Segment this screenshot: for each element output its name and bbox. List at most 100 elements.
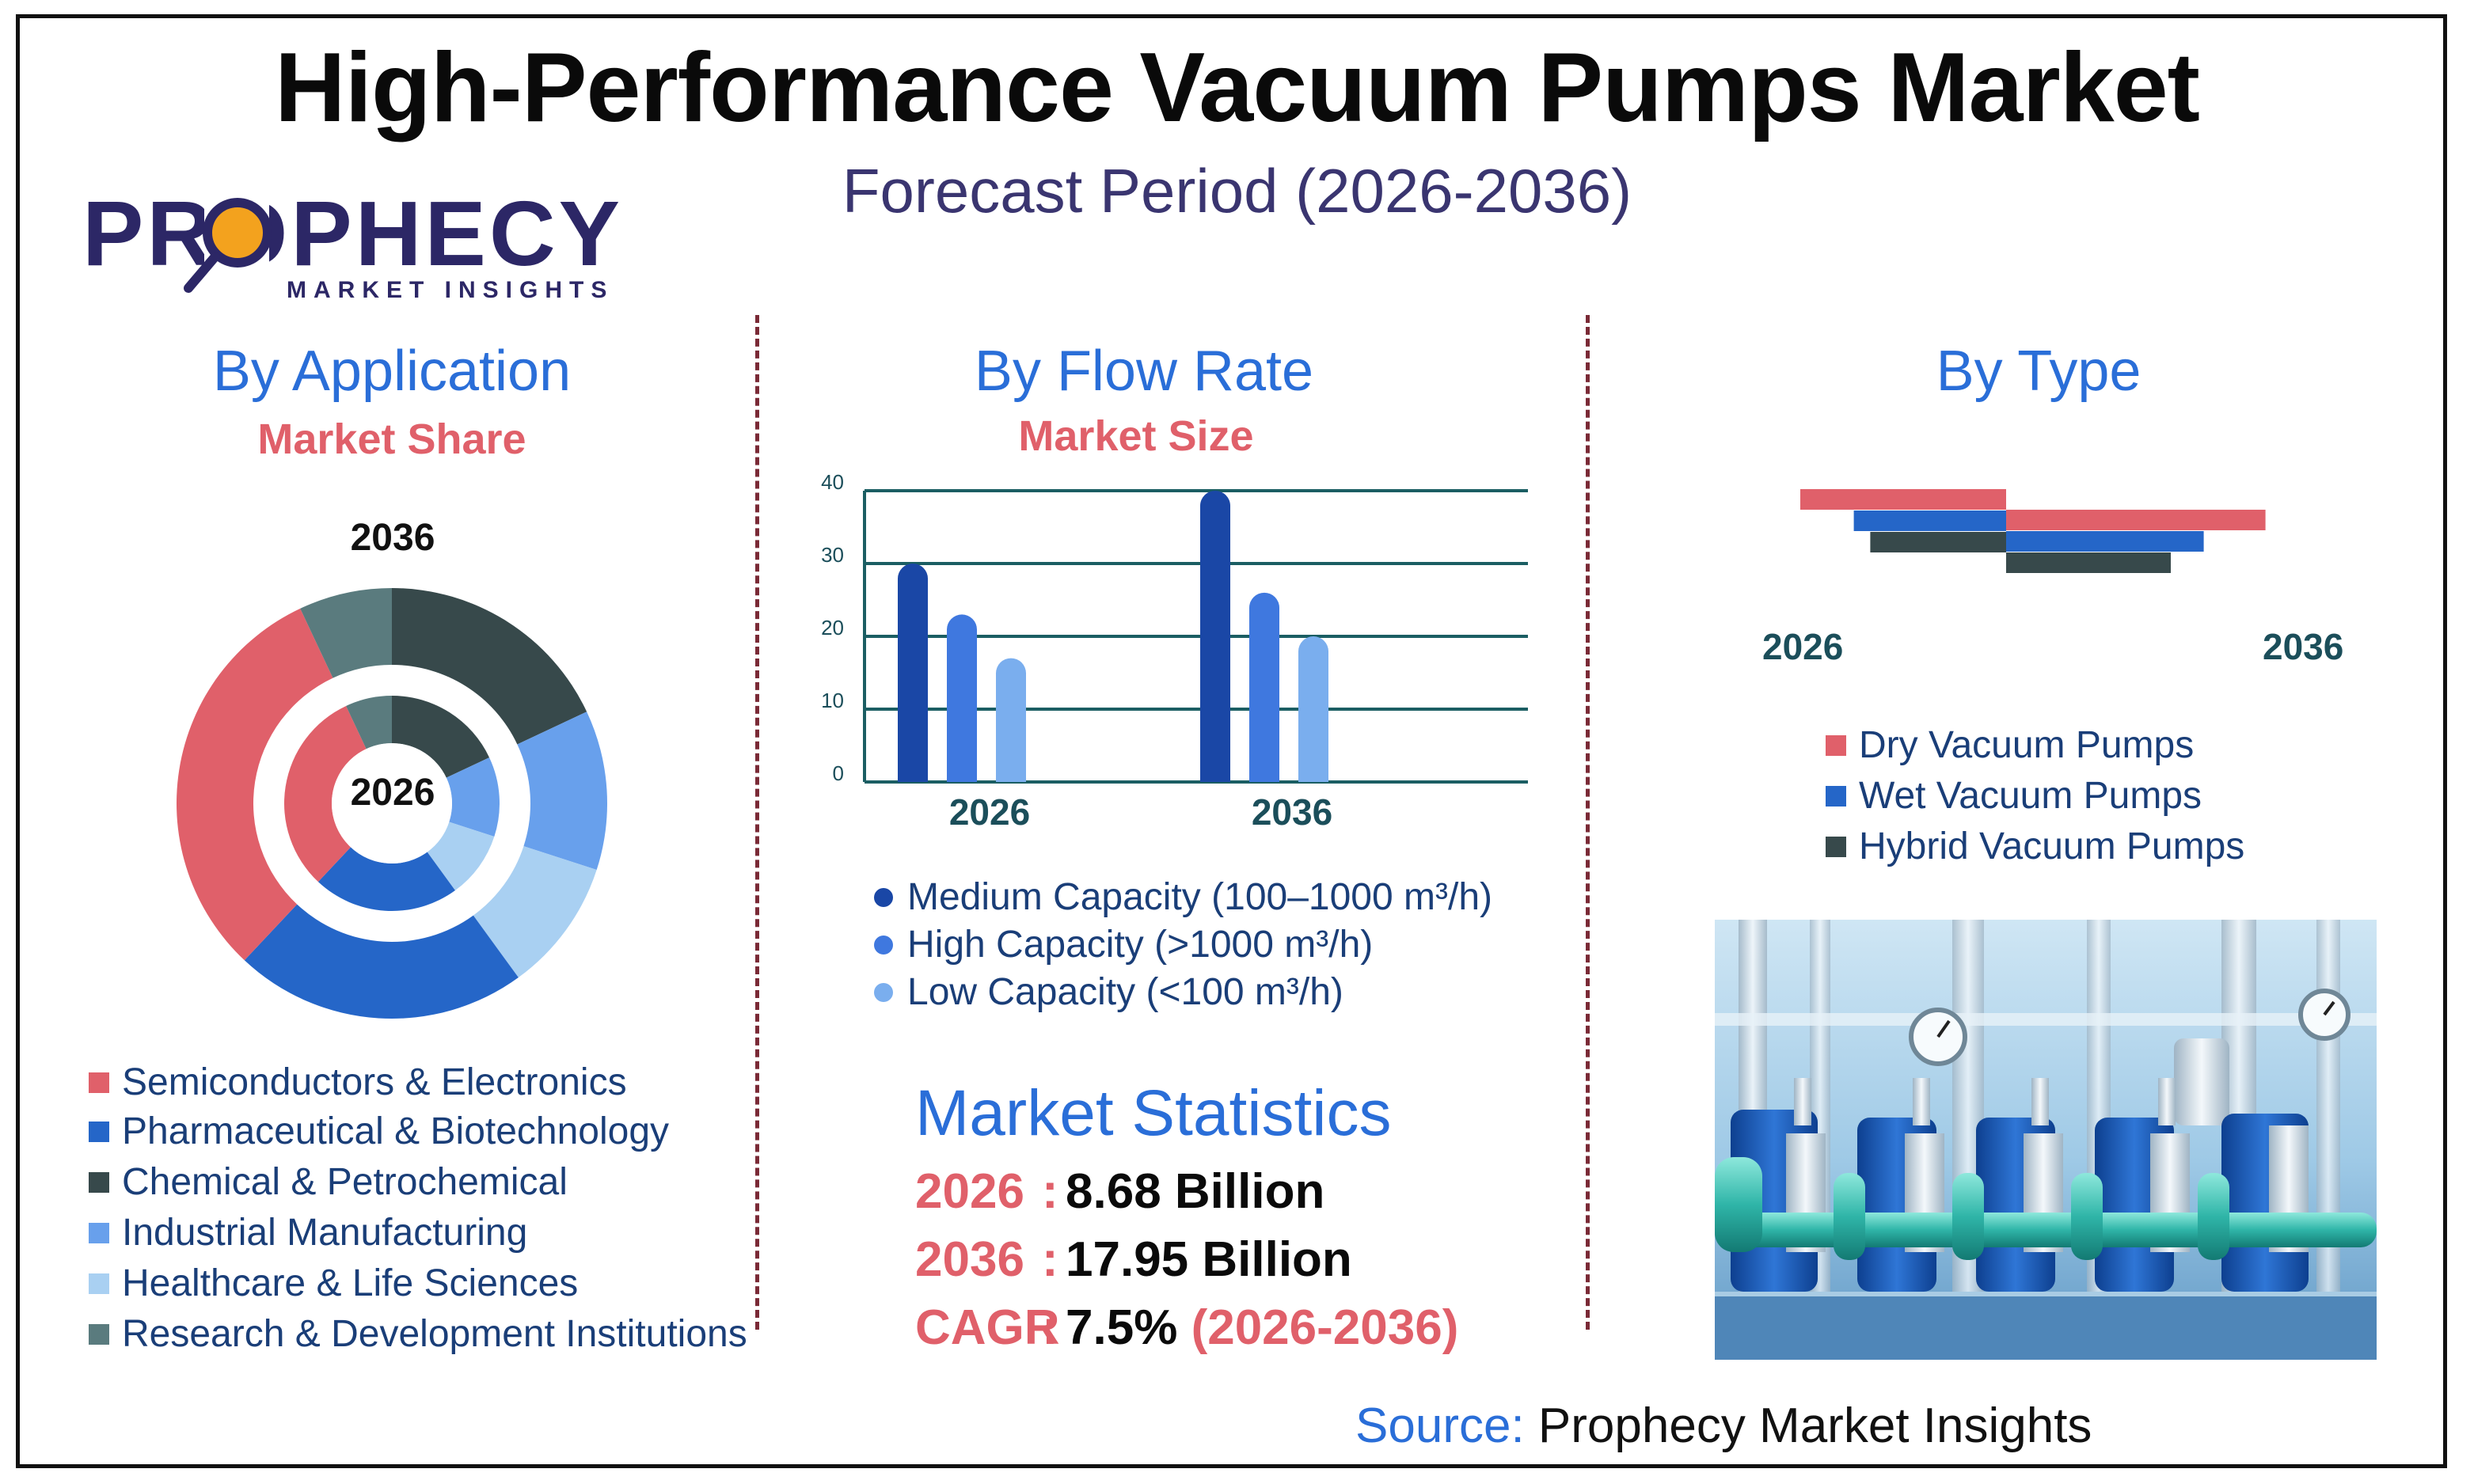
donut-slice-inner-2	[392, 696, 490, 778]
application-donut-chart	[177, 588, 607, 1019]
legend-item-research: Research & Development Institutions	[89, 1312, 747, 1356]
legend-swatch	[1826, 785, 1846, 807]
legend-label: High Capacity (>1000 m³/h)	[907, 924, 1374, 966]
statistics-value: 7.5%	[1066, 1300, 1178, 1355]
legend-swatch	[89, 1323, 109, 1345]
type-bar-2026-2	[1870, 532, 2006, 552]
statistics-key: 2036	[915, 1232, 1024, 1287]
legend-item-semiconductors: Semiconductors & Electronics	[89, 1061, 627, 1104]
donut-slice-outer-1	[244, 904, 519, 1019]
type-bar-2036-0	[2006, 510, 2266, 530]
type-bar-2026-1	[1853, 510, 2006, 531]
legend-item-medium-capacity: Medium Capacity (100–1000 m³/h)	[874, 875, 1492, 919]
donut-slice-inner-0	[283, 705, 367, 882]
legend-label: Hybrid Vacuum Pumps	[1859, 825, 2245, 867]
statistics-colon: :	[1042, 1164, 1058, 1219]
infographic-frame	[16, 14, 2447, 1468]
statistics-row-2036: 2036:17.95 Billion	[915, 1232, 1352, 1288]
statistics-value: 17.95 Billion	[1066, 1232, 1352, 1287]
magnifier-icon	[184, 198, 272, 293]
legend-item-industrial: Industrial Manufacturing	[89, 1211, 527, 1254]
flow-bar-2036-1	[1249, 592, 1279, 782]
flow-bar-2036-2	[1298, 636, 1328, 782]
legend-label: Healthcare & Life Sciences	[122, 1262, 579, 1304]
type-bar-2036-2	[2006, 552, 2171, 573]
legend-swatch	[1826, 734, 1846, 756]
flow-rate-y-ticks: 0 10 20 30 40	[821, 470, 844, 785]
application-subtitle: Market Share	[257, 416, 526, 463]
flow-bar-2036-0	[1200, 491, 1230, 782]
flow-rate-bar-chart: 0 10 20 30 40 2026 2036	[821, 470, 1528, 833]
statistics-colon: :	[1042, 1232, 1058, 1287]
donut-slice-inner-4	[427, 822, 495, 891]
page-title: High-Performance Vacuum Pumps Market	[275, 33, 2200, 142]
source-label: Source:	[1355, 1399, 1525, 1453]
legend-item-dry: Dry Vacuum Pumps	[1826, 723, 2194, 767]
legend-swatch	[89, 1222, 109, 1243]
legend-swatch	[89, 1171, 109, 1193]
legend-item-high-capacity: High Capacity (>1000 m³/h)	[874, 923, 1373, 966]
donut-slice-inner-5	[346, 696, 392, 750]
flow-bar-2026-0	[898, 564, 928, 782]
statistics-colon: :	[1042, 1300, 1058, 1355]
donut-slice-outer-5	[300, 588, 392, 678]
legend-swatch	[89, 1273, 109, 1294]
legend-label: Dry Vacuum Pumps	[1859, 724, 2195, 766]
legend-item-healthcare: Healthcare & Life Sciences	[89, 1262, 578, 1305]
section-divider-right	[1586, 315, 1590, 1330]
statistics-value: 8.68 Billion	[1066, 1164, 1325, 1219]
donut-slice-outer-0	[177, 608, 333, 961]
legend-swatch	[1826, 836, 1846, 857]
flow-y-tick-label: 40	[821, 470, 844, 494]
flow-bar-2026-1	[947, 614, 977, 782]
type-title: By Type	[1936, 340, 2141, 403]
type-butterfly-chart	[1800, 489, 2266, 573]
donut-inner-year: 2026	[350, 772, 435, 814]
legend-label: Wet Vacuum Pumps	[1859, 775, 2202, 817]
type-bar-2026-0	[1800, 489, 2006, 510]
application-title: By Application	[212, 340, 572, 403]
statistics-row-2026: 2026:8.68 Billion	[915, 1163, 1324, 1220]
type-year-right: 2036	[2263, 626, 2344, 667]
source-line: Source: Prophecy Market Insights	[1355, 1398, 2092, 1454]
flow-rate-x-labels: 2026 2036	[949, 791, 1332, 833]
donut-outer-ring	[177, 588, 607, 1019]
flow-y-tick-label: 30	[821, 543, 844, 567]
flow-y-tick-label: 0	[833, 761, 844, 785]
flow-y-tick-label: 10	[821, 689, 844, 712]
flow-rate-bars	[898, 491, 1328, 782]
donut-slice-inner-1	[317, 847, 455, 911]
legend-label: Low Capacity (<100 m³/h)	[907, 971, 1343, 1013]
page-subtitle: Forecast Period (2026-2036)	[842, 156, 1632, 226]
legend-item-chemical: Chemical & Petrochemical	[89, 1160, 568, 1204]
donut-slice-outer-2	[392, 588, 587, 745]
flow-bar-2026-2	[996, 658, 1026, 782]
legend-label: Industrial Manufacturing	[122, 1212, 528, 1254]
legend-swatch	[89, 1121, 109, 1142]
type-bars	[1800, 489, 2266, 573]
donut-slice-inner-3	[446, 757, 500, 837]
legend-label: Semiconductors & Electronics	[122, 1061, 627, 1103]
legend-dot	[874, 887, 893, 907]
statistics-title: Market Statistics	[915, 1077, 1392, 1149]
legend-item-pharmaceutical: Pharmaceutical & Biotechnology	[89, 1110, 669, 1153]
type-year-left: 2026	[1762, 626, 1844, 667]
flow-y-tick-label: 20	[821, 616, 844, 640]
legend-dot	[874, 935, 893, 955]
legend-label: Medium Capacity (100–1000 m³/h)	[907, 876, 1493, 918]
flow-x-label: 2026	[949, 791, 1030, 833]
legend-label: Chemical & Petrochemical	[122, 1161, 568, 1203]
donut-inner-ring	[283, 696, 500, 911]
donut-outer-year: 2036	[350, 517, 435, 559]
logo-wordmark: PROPHECY	[82, 182, 624, 285]
logo-tagline: MARKET INSIGHTS	[287, 277, 614, 303]
section-divider-left	[755, 315, 759, 1330]
donut-hole	[332, 743, 452, 863]
donut-slice-outer-4	[473, 846, 597, 978]
legend-item-wet: Wet Vacuum Pumps	[1826, 774, 2202, 818]
source-value: Prophecy Market Insights	[1537, 1399, 2092, 1453]
legend-dot	[874, 982, 893, 1002]
statistics-period: (2026-2036)	[1191, 1300, 1459, 1355]
industrial-pumps-photo	[1715, 920, 2377, 1360]
statistics-row-cagr: CAGR: 7.5% (2026-2036)	[915, 1300, 1458, 1356]
